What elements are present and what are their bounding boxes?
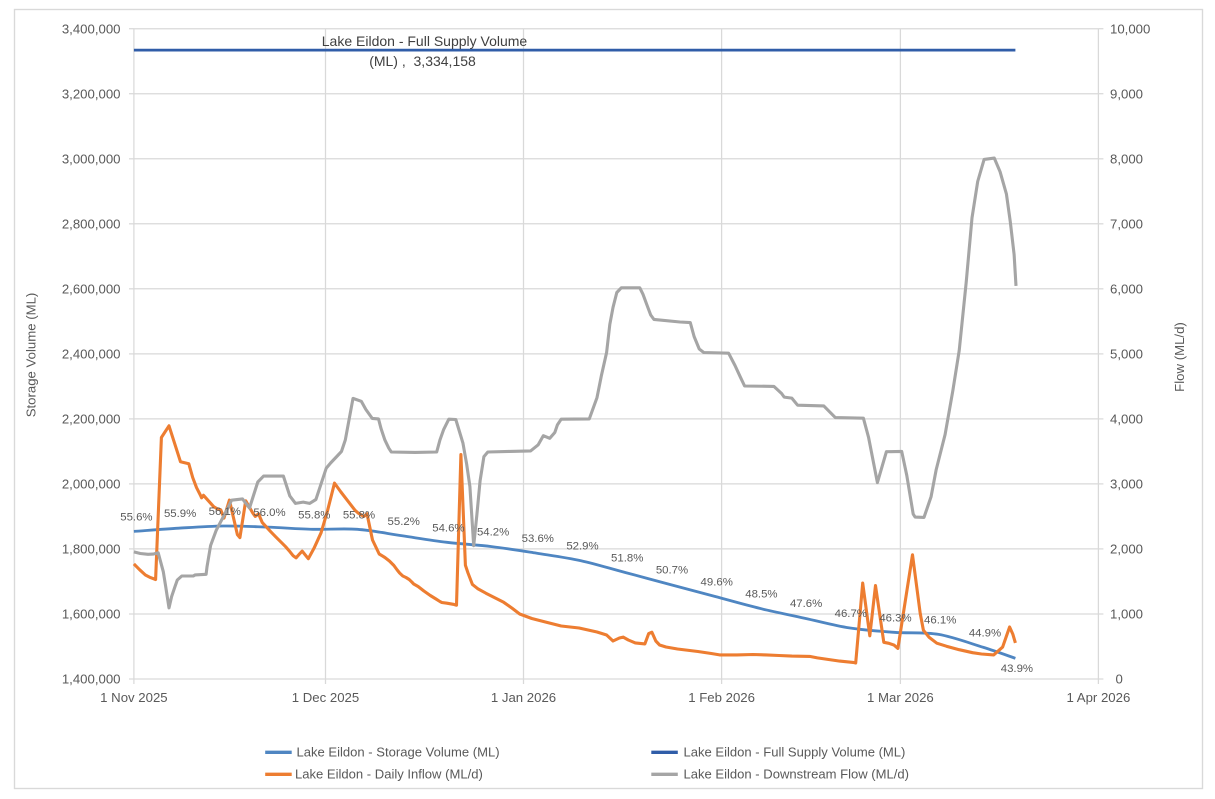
- svg-text:10,000: 10,000: [1110, 21, 1150, 36]
- svg-text:55.8%: 55.8%: [298, 509, 330, 521]
- svg-text:2,800,000: 2,800,000: [62, 216, 121, 231]
- svg-text:52.9%: 52.9%: [566, 541, 598, 553]
- svg-text:55.8%: 55.8%: [343, 509, 375, 521]
- svg-text:55.6%: 55.6%: [120, 511, 152, 523]
- svg-text:Lake Eildon - Full Supply Volu: Lake Eildon - Full Supply Volume: [322, 33, 528, 49]
- svg-text:55.9%: 55.9%: [164, 508, 196, 520]
- svg-text:46.3%: 46.3%: [879, 612, 911, 624]
- svg-text:2,400,000: 2,400,000: [62, 347, 121, 362]
- svg-text:Lake Eildon - Daily Inflow (ML: Lake Eildon - Daily Inflow (ML/d): [295, 767, 483, 782]
- svg-text:43.9%: 43.9%: [1001, 663, 1033, 675]
- svg-text:1 Jan 2026: 1 Jan 2026: [491, 690, 556, 705]
- svg-text:2,000,000: 2,000,000: [62, 477, 121, 492]
- svg-text:1,000: 1,000: [1110, 607, 1143, 622]
- svg-text:1,400,000: 1,400,000: [62, 672, 121, 687]
- svg-text:1 Nov 2025: 1 Nov 2025: [100, 690, 167, 705]
- svg-text:Lake Eildon - Storage Volume (: Lake Eildon - Storage Volume (ML): [297, 745, 500, 760]
- svg-text:5,000: 5,000: [1110, 347, 1143, 362]
- svg-text:8,000: 8,000: [1110, 151, 1143, 166]
- svg-text:44.9%: 44.9%: [969, 627, 1001, 639]
- svg-text:48.5%: 48.5%: [745, 588, 777, 600]
- svg-text:49.6%: 49.6%: [701, 577, 733, 589]
- svg-text:1 Feb 2026: 1 Feb 2026: [688, 690, 755, 705]
- svg-text:1,800,000: 1,800,000: [62, 542, 121, 557]
- svg-text:Lake Eildon - Downstream Flow: Lake Eildon - Downstream Flow (ML/d): [684, 767, 910, 782]
- svg-text:3,200,000: 3,200,000: [62, 86, 121, 101]
- svg-text:2,600,000: 2,600,000: [62, 281, 121, 296]
- svg-text:47.6%: 47.6%: [790, 598, 822, 610]
- svg-text:4,000: 4,000: [1110, 412, 1143, 427]
- svg-text:56.0%: 56.0%: [253, 507, 285, 519]
- svg-text:1 Mar 2026: 1 Mar 2026: [867, 690, 934, 705]
- svg-text:Lake Eildon - Full Supply Volu: Lake Eildon - Full Supply Volume (ML): [684, 745, 906, 760]
- svg-text:53.6%: 53.6%: [522, 533, 554, 545]
- svg-text:46.1%: 46.1%: [924, 614, 956, 626]
- svg-text:2,000: 2,000: [1110, 542, 1143, 557]
- svg-text:54.6%: 54.6%: [432, 522, 464, 534]
- svg-text:3,000: 3,000: [1110, 477, 1143, 492]
- svg-text:(ML) , 3,334,158: (ML) , 3,334,158: [369, 53, 476, 69]
- svg-text:Flow (ML/d): Flow (ML/d): [1172, 322, 1187, 392]
- svg-text:Storage Volume (ML): Storage Volume (ML): [24, 293, 39, 418]
- svg-text:3,000,000: 3,000,000: [62, 151, 121, 166]
- svg-text:55.2%: 55.2%: [388, 516, 420, 528]
- svg-text:9,000: 9,000: [1110, 86, 1143, 101]
- svg-text:1,600,000: 1,600,000: [62, 607, 121, 622]
- svg-text:54.2%: 54.2%: [477, 527, 509, 539]
- svg-text:2,200,000: 2,200,000: [62, 412, 121, 427]
- svg-text:46.7%: 46.7%: [835, 608, 867, 620]
- svg-text:0: 0: [1116, 672, 1123, 687]
- svg-text:1 Dec 2025: 1 Dec 2025: [292, 690, 359, 705]
- svg-text:1 Apr 2026: 1 Apr 2026: [1067, 690, 1131, 705]
- svg-text:51.8%: 51.8%: [611, 553, 643, 565]
- svg-text:3,400,000: 3,400,000: [62, 21, 121, 36]
- svg-text:50.7%: 50.7%: [656, 565, 688, 577]
- svg-text:6,000: 6,000: [1110, 281, 1143, 296]
- svg-text:7,000: 7,000: [1110, 216, 1143, 231]
- svg-text:56.1%: 56.1%: [209, 506, 241, 518]
